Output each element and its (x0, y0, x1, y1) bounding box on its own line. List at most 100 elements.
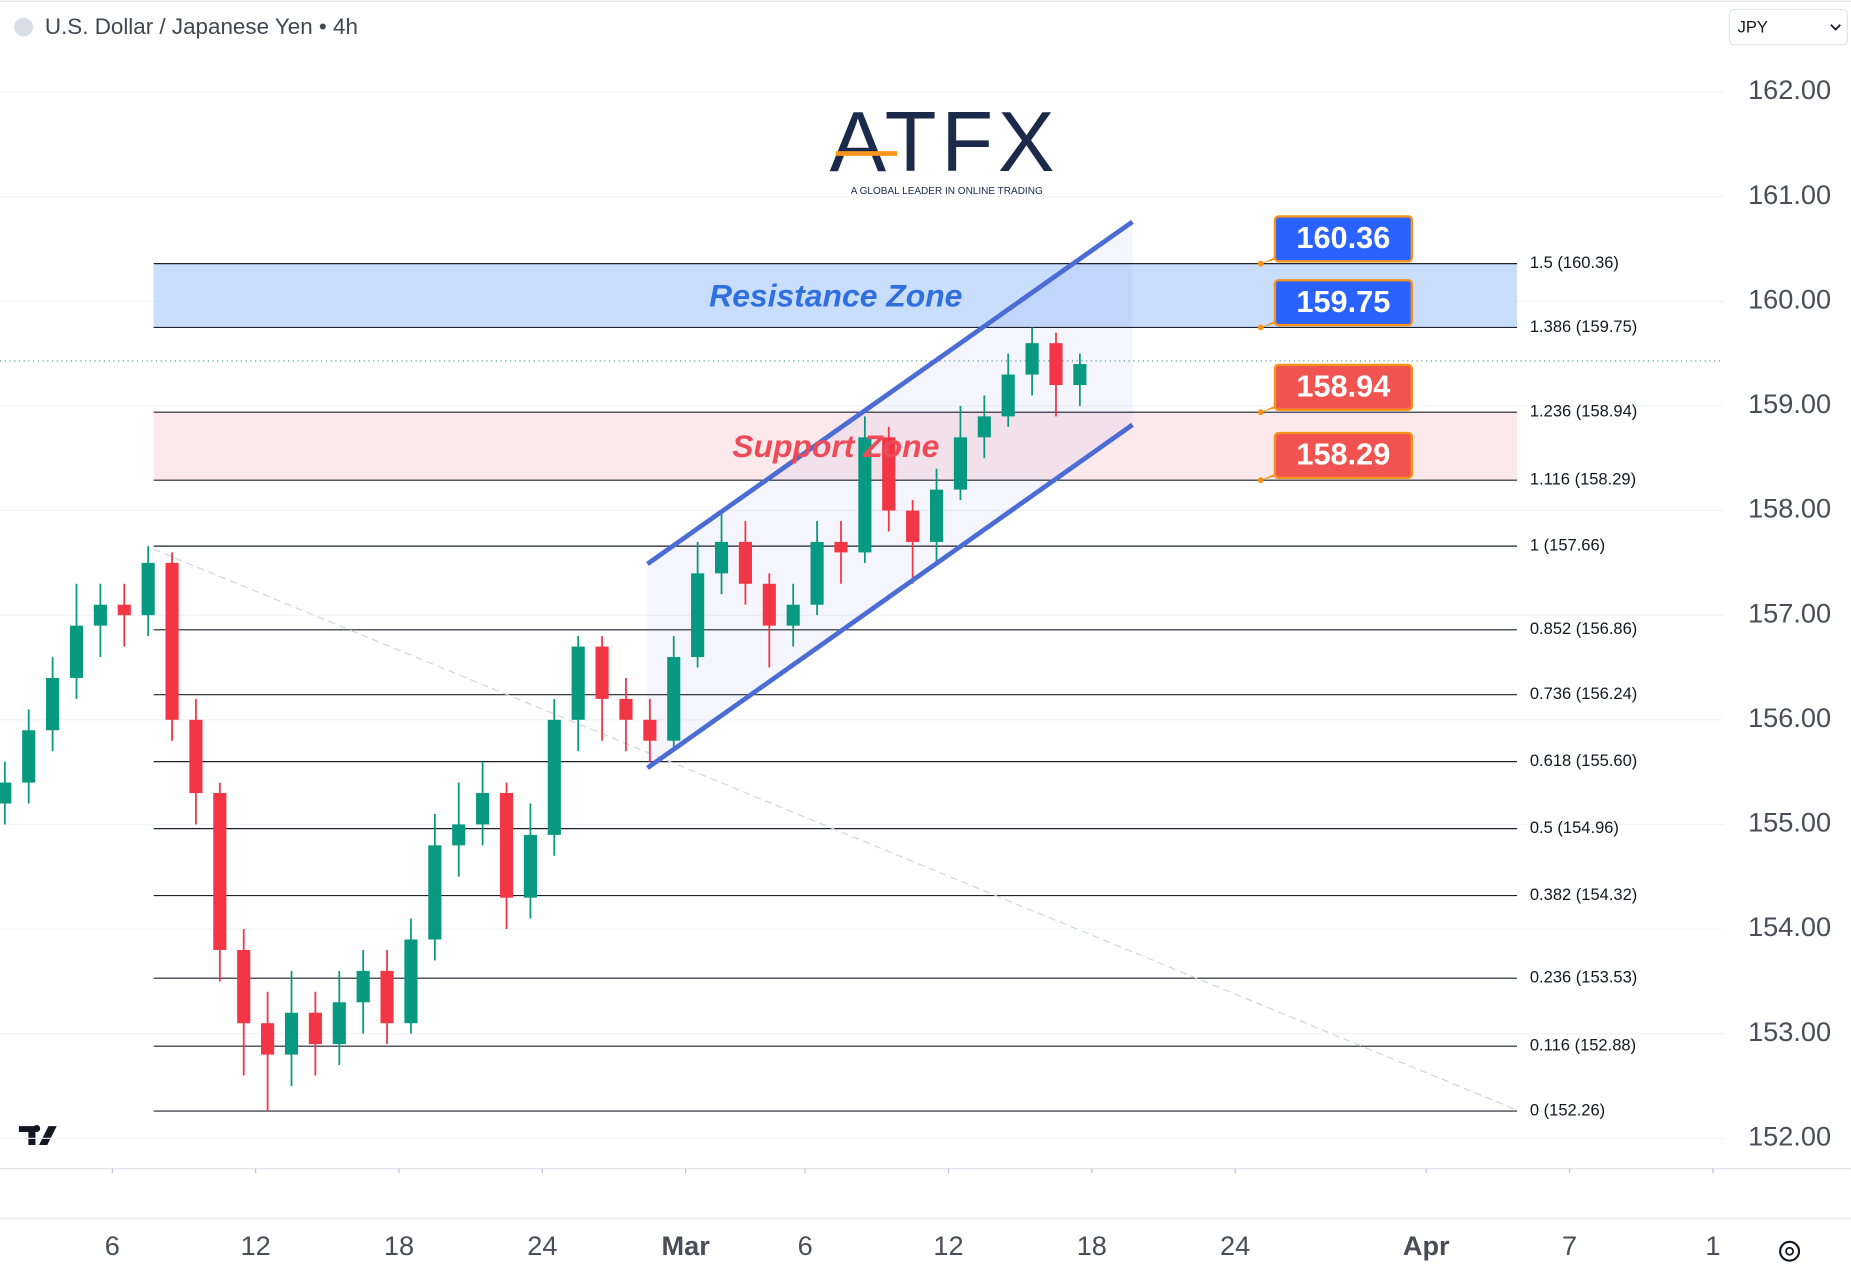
fib-label: 1 (157.66) (1530, 535, 1605, 554)
fib-label: 0.736 (156.24) (1530, 684, 1637, 703)
flag-icon (14, 17, 34, 37)
candle-body (93, 604, 107, 626)
candle-body (332, 1002, 346, 1045)
x-tick-label: 24 (527, 1230, 557, 1261)
logo-name: ATFX (829, 95, 1059, 190)
candle-body (261, 1023, 275, 1055)
x-tick-label: 6 (105, 1230, 120, 1261)
price-badge (1273, 363, 1414, 412)
candle-body (977, 416, 991, 438)
channel-lower (646, 422, 1134, 770)
price-badge (1273, 215, 1414, 263)
candle-body (476, 793, 490, 825)
zone-label: Support Zone (732, 428, 939, 464)
candle-body (762, 583, 776, 626)
candle-body (213, 793, 227, 950)
y-tick-label: 158.00 (1748, 493, 1831, 524)
currency-dropdown[interactable] (1728, 8, 1849, 46)
y-tick-label: 156.00 (1748, 702, 1831, 733)
x-tick-label: 7 (1562, 1230, 1577, 1261)
candle-body (571, 646, 585, 720)
candle-body (882, 437, 896, 511)
settings-icon-center (1785, 1246, 1794, 1256)
y-tick-label: 154.00 (1748, 911, 1831, 942)
candle-body (667, 657, 681, 741)
candle-body (738, 541, 752, 584)
candle-body (643, 719, 657, 741)
candle-body (1049, 343, 1063, 386)
candle-body (189, 719, 203, 794)
candle-body (237, 949, 251, 1024)
settings-icon[interactable] (1779, 1240, 1801, 1262)
fib-label: 0.382 (154.32) (1530, 885, 1637, 904)
y-tick-label: 157.00 (1748, 597, 1831, 628)
y-tick-label: 155.00 (1748, 807, 1831, 838)
price-badge-label: 160.36 (1296, 220, 1390, 255)
candle-body (691, 573, 705, 658)
x-tick-label: 1 (1705, 1230, 1720, 1261)
candle-body (858, 437, 872, 553)
candle-body (165, 562, 179, 720)
candle-body (380, 970, 394, 1024)
candle-body (404, 939, 418, 1024)
y-tick-label: 152.00 (1748, 1120, 1831, 1151)
price-badge-label: 158.94 (1296, 369, 1390, 404)
fib-label: 0.852 (156.86) (1530, 619, 1637, 638)
y-tick-label: 159.00 (1748, 388, 1831, 419)
candle-body (452, 824, 466, 846)
zone-label: Resistance Zone (709, 277, 962, 313)
y-tick-label: 160.00 (1748, 283, 1831, 314)
fib-label: 1.236 (158.94) (1530, 402, 1637, 421)
tradingview-logo (18, 1126, 57, 1146)
candle-body (46, 677, 60, 731)
fib-label: 0.618 (155.60) (1530, 751, 1637, 770)
x-tick-label: 12 (241, 1230, 271, 1261)
price-badge-label: 158.29 (1296, 437, 1390, 472)
price-badge (1273, 279, 1414, 327)
candle-body (356, 970, 370, 1003)
x-tick-label: Mar (662, 1230, 711, 1261)
candle-body (284, 1012, 299, 1055)
candle-body (523, 834, 537, 898)
currency[interactable]: JPY (1738, 18, 1768, 37)
candle-body (906, 510, 920, 542)
symbol-title: U.S. Dollar / Japanese Yen • 4h (45, 14, 358, 39)
channel-upper (646, 219, 1134, 566)
candle-body (0, 782, 12, 804)
x-tick-label: 24 (1220, 1230, 1250, 1261)
candle-body (929, 489, 944, 542)
price-badge-label: 159.75 (1296, 284, 1390, 319)
x-tick-label: 18 (1077, 1230, 1107, 1261)
x-tick-label: 18 (384, 1230, 414, 1261)
candle-body (22, 730, 36, 783)
fib-label: 0.236 (153.53) (1530, 968, 1637, 987)
x-tick-label: Apr (1403, 1230, 1450, 1261)
candle-body (308, 1012, 322, 1045)
candle-body (1001, 374, 1015, 417)
badge-anchor (1257, 324, 1264, 331)
candle-body (595, 646, 609, 699)
candle-body (619, 698, 633, 720)
y-tick-label: 153.00 (1748, 1016, 1831, 1047)
candle-body (1025, 343, 1039, 375)
fib-label: 1.386 (159.75) (1530, 317, 1637, 336)
candle-body (69, 625, 84, 678)
tradingview-logo-dot (33, 1124, 41, 1133)
candle-body (499, 793, 514, 898)
candle-body (141, 562, 155, 616)
candle-body (117, 604, 131, 616)
candle-body (786, 604, 800, 626)
candle-body (834, 541, 848, 553)
fib-label: 0 (152.26) (1530, 1100, 1605, 1119)
fib-label: 0.116 (152.88) (1530, 1036, 1636, 1055)
badge-anchor (1257, 409, 1264, 416)
dropdown-arrow (1830, 24, 1841, 31)
logo-tagline: A GLOBAL LEADER IN ONLINE TRADING (851, 186, 1043, 197)
y-tick-label: 161.00 (1748, 179, 1831, 210)
x-tick-label: 6 (798, 1230, 813, 1261)
badge-anchor (1257, 477, 1264, 484)
candle-body (428, 845, 442, 940)
badge-anchor (1257, 260, 1264, 267)
fib-label: 1.5 (160.36) (1530, 253, 1619, 272)
